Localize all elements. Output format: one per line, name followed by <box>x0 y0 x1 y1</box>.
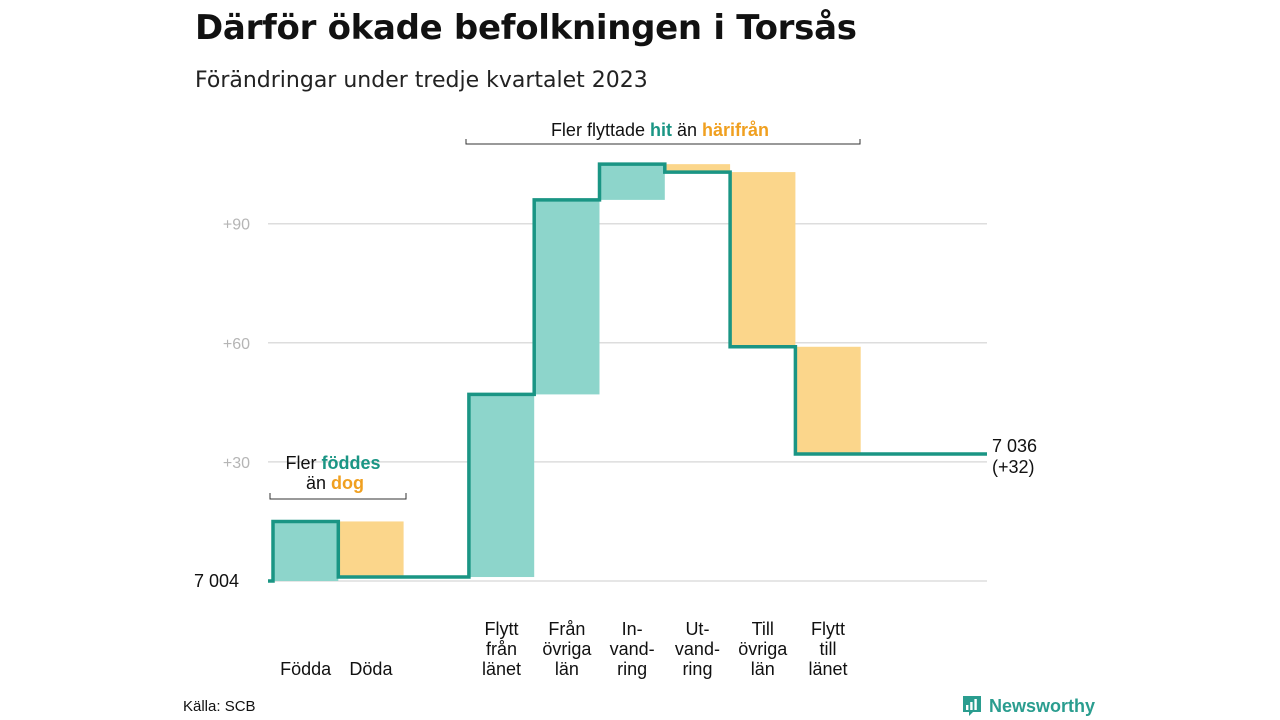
migration-annotation: Fler flyttade hit än härifrån <box>465 120 861 145</box>
cumulative-line <box>268 162 987 583</box>
brand-name: Newsworthy <box>989 695 1096 716</box>
end-value-label: 7 036 <box>992 436 1037 456</box>
end-value-label: (+32) <box>992 457 1035 477</box>
bar-decrease <box>730 172 796 347</box>
brand-logo: Newsworthy <box>961 694 1095 718</box>
x-category-label: övriga <box>542 639 592 659</box>
y-tick-label: +30 <box>223 455 250 472</box>
source-note: Källa: SCB <box>183 698 256 715</box>
x-category-label: Födda <box>280 659 332 679</box>
x-category-label: län <box>751 659 775 679</box>
bar-increase <box>534 199 600 395</box>
bars-layer <box>273 164 861 581</box>
x-category-label: Flytt <box>811 619 845 639</box>
y-tick-label: +90 <box>223 217 250 234</box>
births-bracket <box>269 493 407 500</box>
x-category-label: Till <box>752 619 774 639</box>
bar-increase <box>468 394 535 578</box>
x-category-label: vand- <box>610 639 655 659</box>
births-highlight: föddes <box>321 453 380 473</box>
migration-highlight-out: härifrån <box>702 120 769 140</box>
x-category-label: ring <box>682 659 712 679</box>
x-category-label: från <box>486 639 517 659</box>
x-category-label: övriga <box>738 639 788 659</box>
births-annotation-line2: än dog <box>306 473 364 493</box>
bar-increase <box>599 164 665 200</box>
x-category-label: Ut- <box>685 619 709 639</box>
bar-decrease <box>338 521 404 578</box>
x-category-label: Döda <box>349 659 393 679</box>
label-layer: Födda DödaFlyttfrånlänetFrånövrigalänIn-v… <box>194 436 1037 679</box>
bar-decrease <box>795 346 861 454</box>
x-category-label: till <box>820 639 837 659</box>
migration-highlight-in: hit <box>650 120 672 140</box>
births-annotation: Fler föddes än dog <box>269 453 407 500</box>
x-category-label: länet <box>809 659 848 679</box>
x-category-label: Från <box>548 619 585 639</box>
x-category-label: län <box>555 659 579 679</box>
start-value-label: 7 004 <box>194 571 239 591</box>
chart-subtitle: Förändringar under tredje kvartalet 2023 <box>195 68 648 93</box>
x-category-label: In- <box>622 619 643 639</box>
line-layer <box>268 162 987 583</box>
bar-increase <box>273 521 339 581</box>
x-category-label: Flytt <box>485 619 519 639</box>
bar-decrease <box>664 164 731 173</box>
chart-title: Därför ökade befolkningen i Torsås <box>195 8 857 48</box>
x-category-label: ring <box>617 659 647 679</box>
migration-bracket <box>465 139 861 145</box>
x-category-label: vand- <box>675 639 720 659</box>
deaths-highlight: dog <box>331 473 364 493</box>
grid-layer: +30 +60 +90 <box>223 217 987 582</box>
migration-annotation-text: Fler flyttade hit än härifrån <box>551 120 769 140</box>
newsworthy-icon <box>963 696 981 716</box>
births-annotation-line1: Fler föddes <box>285 453 380 473</box>
x-category-label: länet <box>482 659 521 679</box>
y-tick-label: +60 <box>223 336 250 353</box>
